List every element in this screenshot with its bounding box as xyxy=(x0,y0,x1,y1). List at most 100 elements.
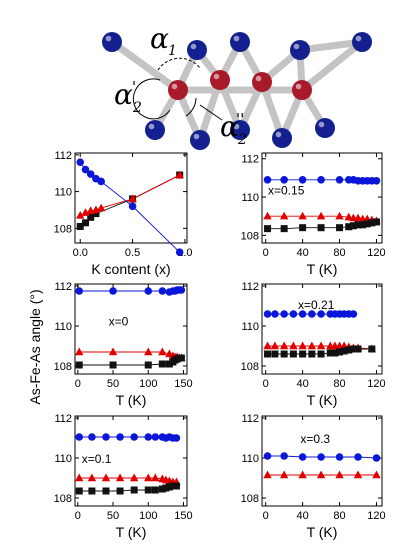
y-tick-label: 108 xyxy=(241,493,259,505)
x-tick-label: 100 xyxy=(139,378,157,390)
y-tick-label: 110 xyxy=(54,321,72,333)
arsenic-atom-highlight xyxy=(293,43,300,50)
data-point-square xyxy=(172,482,180,490)
bond xyxy=(298,38,366,94)
series-blue xyxy=(263,310,358,318)
data-point-circle xyxy=(86,170,95,178)
x-tick-label: 120 xyxy=(367,378,385,390)
x-axis-label: T (K) xyxy=(307,392,338,408)
data-point-square xyxy=(162,484,170,492)
chart-panel-2: 108 110 112 0 40 80 120 T (K) x=0.15 xyxy=(241,152,386,277)
data-point-triangle xyxy=(75,347,84,356)
data-point-circle xyxy=(172,434,181,442)
data-point-square xyxy=(271,350,279,358)
data-point-circle xyxy=(144,433,153,441)
series-red xyxy=(76,170,184,219)
data-point-circle xyxy=(116,433,124,441)
data-point-square xyxy=(363,220,371,228)
data-point-square xyxy=(299,350,307,358)
x-tick-label: 80 xyxy=(333,378,345,390)
x-tick-label: 40 xyxy=(296,247,308,259)
data-point-circle xyxy=(97,177,105,186)
arsenic-atom-highlight xyxy=(233,35,240,42)
data-point-square xyxy=(144,361,152,369)
data-point-triangle xyxy=(316,341,326,350)
data-point-triangle xyxy=(96,203,106,212)
y-tick-label: 112 xyxy=(241,413,259,425)
chart-panel-4: 108 110 112 0 40 80 120 T (K) x=0.21 xyxy=(241,281,386,408)
data-point-square xyxy=(165,360,173,368)
alpha1-subscript: 1 xyxy=(168,43,177,59)
series-black xyxy=(264,218,380,233)
data-point-square xyxy=(169,482,177,490)
data-point-square xyxy=(336,348,344,356)
data-point-circle xyxy=(308,310,316,318)
data-point-triangle xyxy=(158,347,167,356)
data-point-triangle xyxy=(75,473,84,482)
alpha2-dprime-mark: '' xyxy=(236,110,244,128)
x-tick-label: 0 xyxy=(263,378,269,390)
data-point-circle xyxy=(298,176,307,184)
series-black xyxy=(264,345,376,358)
data-point-circle xyxy=(335,176,344,184)
data-point-circle xyxy=(372,176,381,185)
arsenic-atom-highlight xyxy=(190,43,197,50)
data-point-square xyxy=(76,222,84,230)
angle-arc-alpha1 xyxy=(157,57,201,71)
panel-annotation: x=0 xyxy=(109,314,129,328)
bond xyxy=(108,38,182,94)
data-point-triangle xyxy=(263,470,272,479)
data-point-circle xyxy=(298,310,307,318)
panel-annotation: x=0.1 xyxy=(82,452,112,466)
series-blue xyxy=(75,433,181,442)
data-point-circle xyxy=(372,454,381,462)
data-point-circle xyxy=(263,452,272,460)
data-point-square xyxy=(87,213,95,221)
data-point-square xyxy=(368,219,376,227)
data-point-square xyxy=(317,350,325,358)
arsenic-atom xyxy=(290,40,310,60)
arsenic-atom-highlight xyxy=(318,121,325,128)
data-point-triangle xyxy=(353,470,363,479)
arsenic-atom-highlight xyxy=(275,131,282,138)
data-point-square xyxy=(289,350,297,358)
x-tick-label: 50 xyxy=(107,378,119,390)
data-point-square xyxy=(359,221,367,229)
data-point-circle xyxy=(130,433,138,441)
x-tick-label: 80 xyxy=(333,247,345,259)
alpha2-dprime-subscript: 2 xyxy=(237,132,247,148)
iron-atom-highlight xyxy=(171,83,178,90)
data-point-triangle xyxy=(335,211,344,220)
arsenic-atom xyxy=(315,118,335,138)
series-red xyxy=(75,473,181,486)
x-axis-label: T (K) xyxy=(307,261,338,277)
data-point-triangle xyxy=(298,211,307,220)
data-point-triangle xyxy=(270,341,280,350)
data-point-circle xyxy=(289,310,298,318)
data-point-triangle xyxy=(87,473,97,482)
x-tick-label: 150 xyxy=(174,510,192,522)
data-point-triangle xyxy=(279,211,289,220)
chart-panel-3: 108 110 112 0 50 100 150 T (K) x=0 xyxy=(54,281,193,408)
data-point-square xyxy=(177,354,185,362)
data-point-square xyxy=(116,487,124,495)
data-point-square xyxy=(349,345,357,353)
iron-atom xyxy=(210,70,230,90)
data-point-circle xyxy=(128,202,137,211)
arsenic-atom xyxy=(187,40,207,60)
y-tick-label: 110 xyxy=(54,187,72,199)
data-point-circle xyxy=(280,310,288,318)
data-point-square xyxy=(88,487,96,495)
data-point-triangle xyxy=(108,347,118,356)
y-tick-label: 108 xyxy=(241,361,259,373)
data-point-circle xyxy=(298,453,307,461)
y-tick-label: 112 xyxy=(241,281,259,293)
x-tick-label: 120 xyxy=(367,247,385,259)
x-tick-label: 40 xyxy=(296,378,308,390)
data-point-square xyxy=(368,345,376,353)
data-point-triangle xyxy=(316,470,326,479)
x-axis-label: T (K) xyxy=(307,524,338,540)
series-blue xyxy=(263,176,381,185)
